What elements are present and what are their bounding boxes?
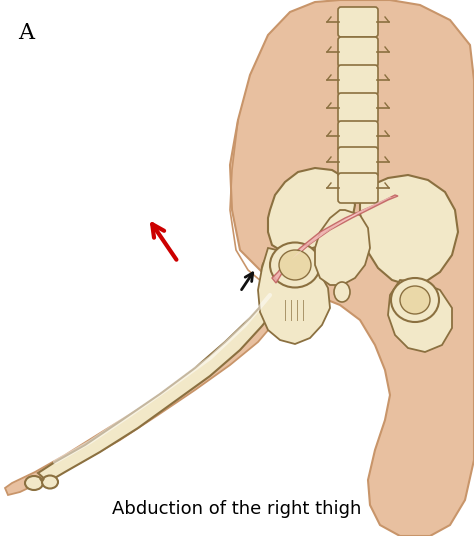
FancyBboxPatch shape: [338, 37, 378, 67]
Ellipse shape: [391, 278, 439, 322]
FancyBboxPatch shape: [338, 65, 378, 95]
FancyBboxPatch shape: [338, 93, 378, 123]
Polygon shape: [287, 197, 392, 264]
Ellipse shape: [279, 250, 311, 280]
Ellipse shape: [334, 282, 350, 302]
Ellipse shape: [25, 476, 43, 490]
FancyBboxPatch shape: [338, 147, 378, 177]
Polygon shape: [388, 280, 452, 352]
Ellipse shape: [42, 475, 58, 488]
Text: A: A: [18, 22, 34, 44]
Polygon shape: [38, 285, 285, 482]
FancyBboxPatch shape: [338, 7, 378, 37]
FancyBboxPatch shape: [338, 173, 378, 203]
Polygon shape: [268, 168, 355, 252]
Polygon shape: [5, 268, 295, 495]
FancyBboxPatch shape: [338, 121, 378, 151]
Polygon shape: [230, 0, 474, 536]
Polygon shape: [315, 210, 370, 285]
Ellipse shape: [400, 286, 430, 314]
Polygon shape: [272, 195, 398, 283]
Polygon shape: [258, 248, 330, 344]
Polygon shape: [360, 175, 458, 285]
Ellipse shape: [261, 278, 283, 294]
Text: Abduction of the right thigh: Abduction of the right thigh: [112, 500, 362, 518]
Ellipse shape: [270, 242, 320, 287]
Ellipse shape: [262, 252, 304, 288]
